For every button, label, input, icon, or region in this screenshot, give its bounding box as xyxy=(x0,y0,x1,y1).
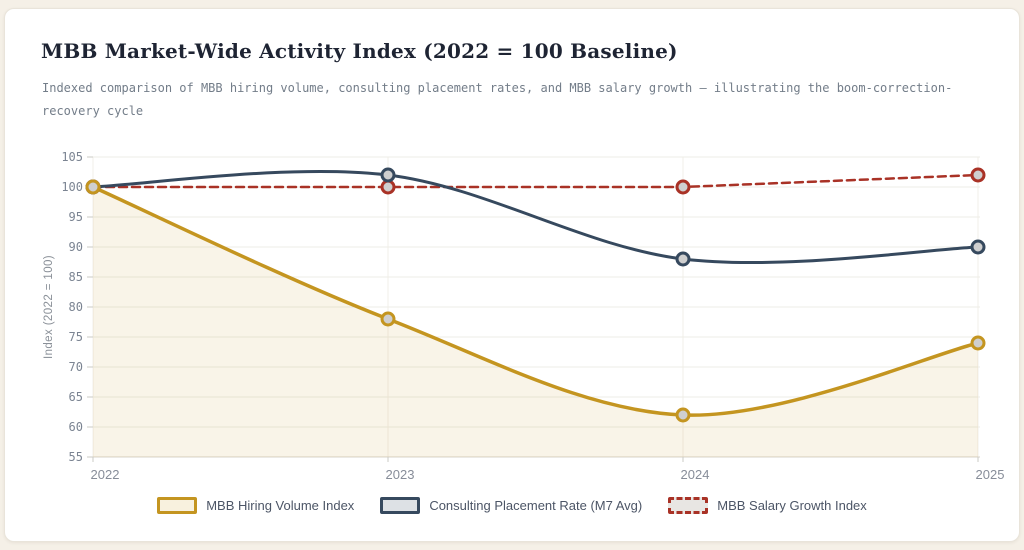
marker-1-2025[interactable] xyxy=(970,239,986,255)
series-line-2 xyxy=(91,173,980,189)
legend-item-hiring-volume[interactable]: MBB Hiring Volume Index xyxy=(157,497,354,514)
y-tick-label: 75 xyxy=(69,330,83,344)
marker-2-2023[interactable] xyxy=(380,179,396,195)
chart-legend: MBB Hiring Volume Index Consulting Place… xyxy=(5,497,1019,514)
y-tick-label: 60 xyxy=(69,420,83,434)
chart-title: MBB Market-Wide Activity Index (2022 = 1… xyxy=(41,39,678,63)
y-tick-label: 105 xyxy=(61,150,83,164)
legend-label-salary-growth: MBB Salary Growth Index xyxy=(717,498,867,513)
legend-item-salary-growth[interactable]: MBB Salary Growth Index xyxy=(668,497,867,514)
x-tick-label: 2024 xyxy=(681,467,710,482)
marker-1-2024[interactable] xyxy=(675,251,691,267)
legend-swatch-hiring-volume xyxy=(157,497,198,514)
x-axis: 2022 2023 2024 2025 xyxy=(91,456,1005,482)
legend-swatch-salary-growth xyxy=(668,497,709,514)
marker-0-2025[interactable] xyxy=(970,335,986,351)
y-tick-label: 85 xyxy=(69,270,83,284)
chart-plot-area: 55 60 65 70 75 80 85 90 95 100 105 2022 2023 2024 2025… xyxy=(5,144,1024,489)
x-tick-label: 2023 xyxy=(386,467,415,482)
legend-swatch-placement-rate xyxy=(380,497,421,514)
y-tick-label: 65 xyxy=(69,390,83,404)
chart-subtitle: Indexed comparison of MBB hiring volume,… xyxy=(42,81,953,119)
legend-label-placement-rate: Consulting Placement Rate (M7 Avg) xyxy=(429,498,643,513)
activity-index-line-chart: 55 60 65 70 75 80 85 90 95 100 105 2022 2023 2024 2025… xyxy=(43,150,1005,482)
series-line-1 xyxy=(91,169,980,265)
y-tick-label: 90 xyxy=(69,240,83,254)
marker-2-2024[interactable] xyxy=(675,179,691,195)
y-tick-label: 70 xyxy=(69,360,83,374)
marker-2-2025[interactable] xyxy=(970,167,986,183)
marker-0-2024[interactable] xyxy=(675,407,691,423)
y-tick-label: 95 xyxy=(69,210,83,224)
marker-0-2022[interactable] xyxy=(85,179,101,195)
y-axis-label: Index (2022 = 100) xyxy=(43,255,55,359)
marker-1-2023[interactable] xyxy=(380,167,396,183)
y-tick-label: 55 xyxy=(69,450,83,464)
marker-0-2023[interactable] xyxy=(380,311,396,327)
series-line-0 xyxy=(91,185,980,417)
y-tick-label: 80 xyxy=(69,300,83,314)
legend-label-hiring-volume: MBB Hiring Volume Index xyxy=(206,498,355,513)
y-tick-label: 100 xyxy=(61,180,83,194)
series-area-0 xyxy=(93,187,978,457)
chart-card: MBB Market-Wide Activity Index (2022 = 1… xyxy=(4,8,1020,542)
y-axis-ticks: 55 60 65 70 75 80 85 90 95 100 105 xyxy=(61,150,93,464)
x-tick-label: 2022 xyxy=(91,467,120,482)
x-tick-label: 2025 xyxy=(976,467,1005,482)
legend-item-placement-rate[interactable]: Consulting Placement Rate (M7 Avg) xyxy=(380,497,642,514)
